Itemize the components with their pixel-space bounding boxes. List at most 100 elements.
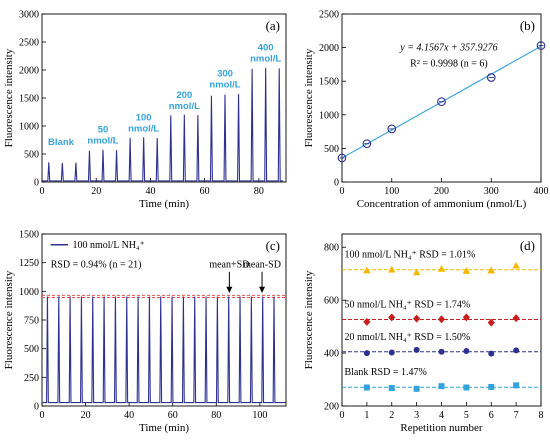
series-group: 20 nmol/L NH₄⁺ RSD = 1.50%	[342, 332, 541, 357]
panel-label: (b)	[520, 18, 535, 33]
annotation-line: 50	[98, 125, 109, 136]
data-point	[413, 314, 421, 323]
concentration-annotation: 300 nmol/L	[209, 69, 240, 91]
concentration-annotation: 50 nmol/L	[87, 125, 118, 147]
legend-label: 100 nmol/L NH₄⁺	[73, 240, 145, 251]
y-tick-label: 400	[324, 349, 339, 360]
x-tick-label: 7	[514, 410, 519, 421]
x-tick-label: 0	[40, 410, 45, 421]
x-tick-label: 5	[464, 410, 469, 421]
data-point	[512, 261, 520, 269]
series-label: 20 nmol/L NH₄⁺ RSD = 1.50%	[344, 332, 470, 343]
y-tick-label: 750	[24, 316, 39, 327]
y-tick-label: 500	[24, 150, 39, 161]
x-tick-label: 40	[145, 186, 155, 197]
y-tick-label: 0	[334, 178, 339, 189]
x-tick-label: 200	[434, 186, 449, 197]
data-point	[362, 139, 372, 149]
y-axis-label: Fluorescence intensity	[303, 48, 315, 147]
data-point	[463, 347, 470, 354]
x-tick-label: 60	[168, 410, 178, 421]
arrow-label: mean+SD	[209, 259, 249, 270]
annotation-line: 300	[217, 69, 233, 80]
x-tick-label: 4	[439, 410, 444, 421]
arrow-head	[226, 286, 233, 294]
y-tick-label: 0	[34, 178, 39, 189]
x-tick-label: 1	[364, 410, 369, 421]
fit-r2: R² = 0.9998 (n = 6)	[410, 58, 488, 69]
x-axis-label: Concentration of ammonium (nmol/L)	[357, 198, 527, 210]
y-axis-label: Fluorescence intensity	[3, 48, 15, 147]
y-tick-label: 600	[324, 296, 339, 307]
data-point	[463, 384, 470, 391]
annotation-line: nmol/L	[209, 80, 240, 91]
x-tick-label: 20	[81, 410, 91, 421]
annotation-line: nmol/L	[250, 53, 281, 64]
x-tick-label: 0	[340, 410, 345, 421]
data-point	[388, 349, 395, 356]
data-point	[462, 267, 471, 274]
x-tick-label: 40	[124, 410, 134, 421]
annotation-line: Blank	[48, 137, 75, 148]
x-axis-label: Time (min)	[139, 422, 189, 434]
series-label: 100 nmol/L NH₄⁺ RSD = 1.01%	[344, 250, 475, 261]
concentration-annotation: 100 nmol/L	[128, 112, 159, 134]
data-point	[412, 268, 421, 276]
y-axis-label: Fluorescence intensity	[3, 270, 15, 369]
concentration-annotation: 200 nmol/L	[169, 90, 200, 112]
concentration-annotation: 400 nmol/L	[250, 42, 281, 64]
annotation-line: nmol/L	[169, 101, 200, 112]
y-tick-label: 2500	[19, 38, 39, 49]
series-label: 50 nmol/L NH₄⁺ RSD = 1.74%	[344, 299, 470, 310]
y-tick-label: 0	[34, 402, 39, 413]
series-group: 100 nmol/L NH₄⁺ RSD = 1.01%	[342, 250, 541, 276]
arrow-label: mean-SD	[243, 259, 281, 270]
data-point	[513, 347, 520, 354]
x-axis-label: Repetition number	[400, 422, 483, 434]
x-tick-label: 100	[384, 186, 399, 197]
panel-label: (d)	[520, 238, 535, 253]
data-point	[488, 383, 495, 390]
data-point	[363, 266, 371, 274]
data-point	[388, 313, 396, 322]
annotation-line: 100	[136, 112, 152, 123]
y-tick-label: 1500	[19, 230, 39, 241]
y-tick-label: 250	[24, 373, 39, 384]
x-axis-label: Time (min)	[139, 198, 189, 210]
y-tick-label: 1000	[19, 122, 39, 133]
y-tick-label: 500	[324, 144, 339, 155]
panel-d: 0 1 2 3 4 5 6 7 8 200 400 600 800 Repetition number Fl…	[303, 233, 544, 434]
annotation-line: nmol/L	[87, 136, 118, 147]
rsd-annotation: RSD = 0.94% (n = 21)	[51, 259, 142, 270]
x-tick-label: 0	[340, 186, 345, 197]
data-point	[437, 265, 446, 272]
data-point	[513, 382, 520, 389]
y-tick-label: 1500	[319, 77, 339, 88]
data-point	[487, 318, 495, 327]
data-point	[438, 348, 445, 355]
arrow-head	[259, 286, 266, 294]
annotation-line: nmol/L	[128, 123, 159, 134]
y-axis-label: Fluorescence intensity	[303, 270, 315, 369]
x-tick-label: 300	[484, 186, 499, 197]
data-point	[413, 346, 420, 353]
data-point	[437, 97, 446, 107]
series-line	[42, 296, 286, 404]
data-point	[486, 73, 496, 82]
x-tick-label: 400	[534, 186, 549, 197]
x-tick-label: 2	[389, 410, 394, 421]
series-group: Blank RSD = 1.47%	[342, 367, 541, 392]
series-line	[42, 67, 284, 182]
annotation-line: 200	[176, 90, 192, 101]
y-tick-label: 1000	[19, 287, 39, 298]
x-tick-label: 60	[200, 186, 210, 197]
series-label: Blank RSD = 1.47%	[344, 367, 426, 378]
x-tick-label: 8	[539, 410, 544, 421]
data-point	[487, 266, 496, 274]
y-tick-label: 800	[324, 243, 339, 254]
annotation-line: 400	[258, 42, 274, 53]
data-point	[438, 383, 445, 390]
panel-label: (a)	[266, 18, 280, 33]
x-tick-label: 3	[414, 410, 419, 421]
